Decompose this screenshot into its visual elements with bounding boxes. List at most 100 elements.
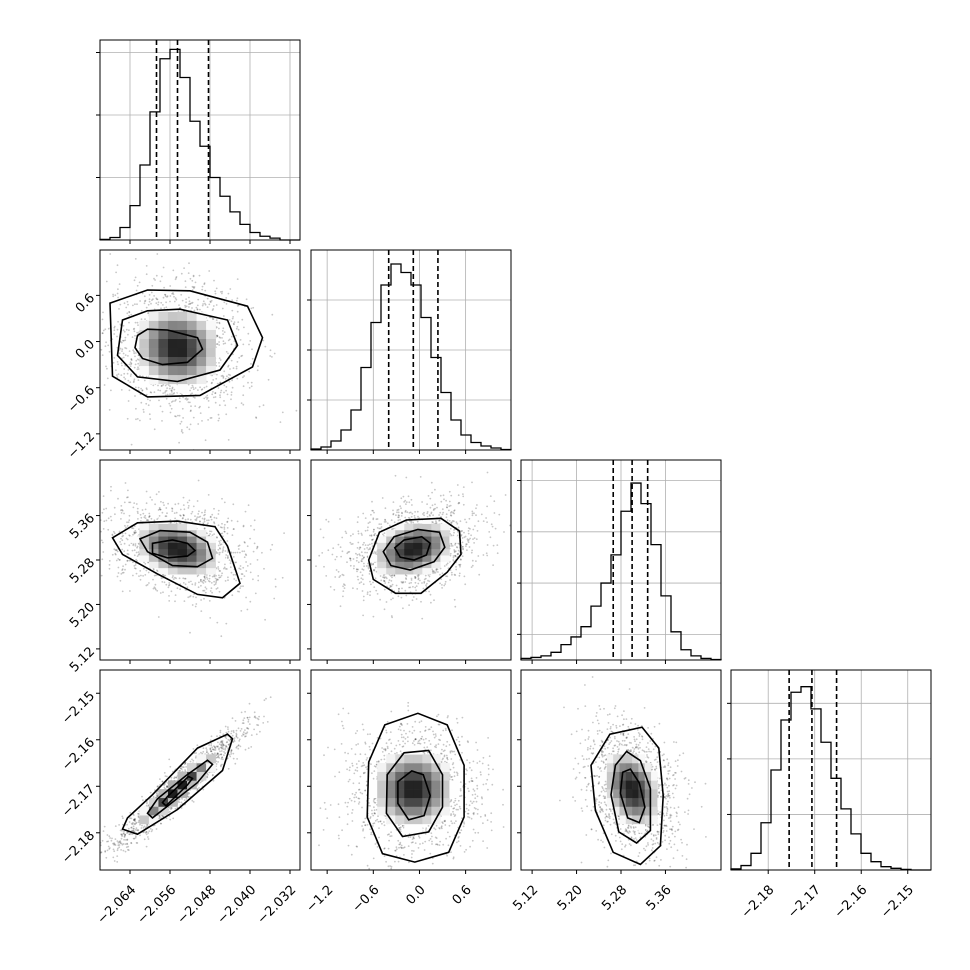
scatter-point bbox=[150, 517, 153, 520]
scatter-point bbox=[430, 601, 432, 604]
scatter-point bbox=[269, 355, 272, 357]
scatter-point bbox=[133, 352, 136, 355]
density-cell bbox=[440, 529, 450, 537]
scatter-point bbox=[375, 570, 378, 573]
scatter-point bbox=[232, 556, 235, 558]
scatter-point bbox=[102, 329, 105, 332]
scatter-point bbox=[417, 574, 420, 577]
density-cell bbox=[206, 365, 216, 376]
scatter-point bbox=[134, 567, 137, 570]
scatter-point bbox=[392, 527, 395, 530]
scatter-point bbox=[155, 493, 158, 496]
scatter-point bbox=[264, 345, 267, 348]
scatter-point bbox=[384, 582, 387, 584]
scatter-point bbox=[170, 401, 173, 403]
scatter-point bbox=[434, 507, 437, 510]
density-cell bbox=[167, 338, 178, 348]
scatter-point bbox=[250, 381, 253, 384]
scatter-point bbox=[205, 588, 208, 590]
scatter-point bbox=[486, 505, 488, 508]
scatter-point bbox=[188, 303, 190, 306]
scatter-point bbox=[214, 577, 217, 580]
scatter-point bbox=[245, 298, 248, 301]
scatter-point bbox=[492, 564, 494, 566]
scatter-point bbox=[105, 507, 108, 510]
scatter-point bbox=[146, 801, 148, 803]
scatter-point bbox=[401, 511, 403, 514]
density-cell bbox=[449, 536, 459, 543]
scatter-point bbox=[94, 860, 96, 862]
density-cell bbox=[215, 555, 226, 562]
scatter-point bbox=[190, 302, 193, 305]
scatter-point bbox=[461, 546, 464, 548]
histogram-panel-2 bbox=[517, 459, 722, 664]
scatter-point bbox=[269, 349, 272, 352]
scatter-point bbox=[120, 537, 122, 540]
density-cell bbox=[177, 567, 188, 575]
scatter-point bbox=[462, 486, 465, 488]
density-cell bbox=[167, 555, 178, 562]
scatter-point bbox=[187, 596, 190, 599]
scatter-point bbox=[420, 600, 422, 603]
scatter-point bbox=[150, 302, 152, 305]
contour-line bbox=[393, 535, 432, 561]
scatter-point bbox=[135, 359, 138, 362]
scatter-point bbox=[346, 561, 348, 564]
density-cell bbox=[177, 365, 188, 376]
scatter-point bbox=[223, 530, 226, 533]
scatter-point bbox=[208, 580, 211, 583]
scatter-point bbox=[242, 394, 245, 397]
density-cell bbox=[177, 561, 188, 569]
scatter-point bbox=[188, 581, 190, 583]
scatter-point bbox=[228, 380, 231, 383]
scatter-point bbox=[133, 502, 136, 504]
scatter-point bbox=[380, 526, 383, 528]
scatter-point bbox=[124, 532, 127, 535]
scatter-point bbox=[197, 423, 200, 425]
scatter-point bbox=[374, 566, 377, 569]
scatter-point bbox=[452, 534, 455, 537]
scatter-point bbox=[210, 587, 213, 590]
scatter-point bbox=[205, 396, 207, 399]
scatter-point bbox=[349, 557, 351, 560]
density-cell bbox=[187, 536, 197, 543]
scatter-point bbox=[165, 306, 168, 309]
scatter-point bbox=[129, 375, 132, 377]
scatter-point bbox=[192, 286, 195, 289]
scatter-point bbox=[210, 742, 213, 745]
scatter-point bbox=[165, 301, 168, 304]
scatter-point bbox=[199, 515, 202, 518]
scatter-point bbox=[154, 279, 157, 281]
scatter-point bbox=[421, 582, 423, 584]
scatter-point bbox=[134, 276, 137, 279]
scatter-point bbox=[165, 389, 168, 392]
scatter-point bbox=[158, 399, 160, 402]
scatter-point bbox=[208, 600, 211, 602]
scatter-point bbox=[169, 393, 171, 396]
scatter-point bbox=[429, 593, 432, 596]
scatter-point bbox=[126, 521, 128, 524]
scatter-point bbox=[341, 536, 344, 539]
scatter-point bbox=[236, 551, 239, 554]
scatter-point bbox=[164, 293, 167, 296]
scatter-point bbox=[166, 512, 168, 515]
scatter-point bbox=[101, 558, 104, 561]
scatter-point bbox=[207, 494, 210, 496]
density-cell bbox=[139, 536, 150, 543]
scatter-point bbox=[250, 385, 253, 388]
scatter-point bbox=[134, 544, 137, 547]
scatter-point bbox=[218, 542, 221, 544]
scatter-point bbox=[152, 567, 155, 570]
scatter-point bbox=[245, 554, 248, 557]
scatter-point bbox=[449, 554, 452, 557]
scatter-point bbox=[236, 297, 239, 300]
scatter-point bbox=[165, 817, 168, 820]
scatter-point bbox=[199, 520, 201, 523]
density-cell bbox=[404, 561, 414, 569]
scatter-point bbox=[186, 793, 189, 796]
scatter-point bbox=[183, 577, 186, 580]
scatter-point bbox=[453, 550, 456, 553]
scatter-point bbox=[129, 501, 132, 504]
scatter-point bbox=[169, 411, 172, 414]
density-cell bbox=[148, 338, 159, 348]
